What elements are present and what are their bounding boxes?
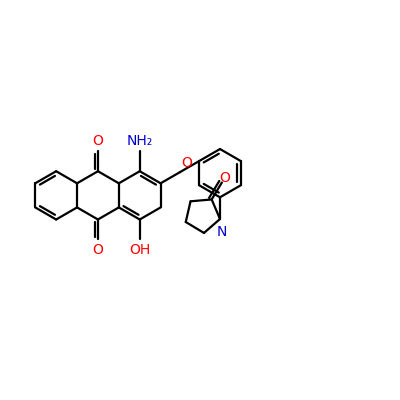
- Text: O: O: [92, 134, 103, 148]
- Text: O: O: [219, 171, 230, 185]
- Text: NH₂: NH₂: [127, 134, 153, 148]
- Text: O: O: [182, 156, 192, 170]
- Text: OH: OH: [129, 242, 150, 256]
- Text: O: O: [92, 242, 103, 256]
- Text: N: N: [217, 225, 227, 239]
